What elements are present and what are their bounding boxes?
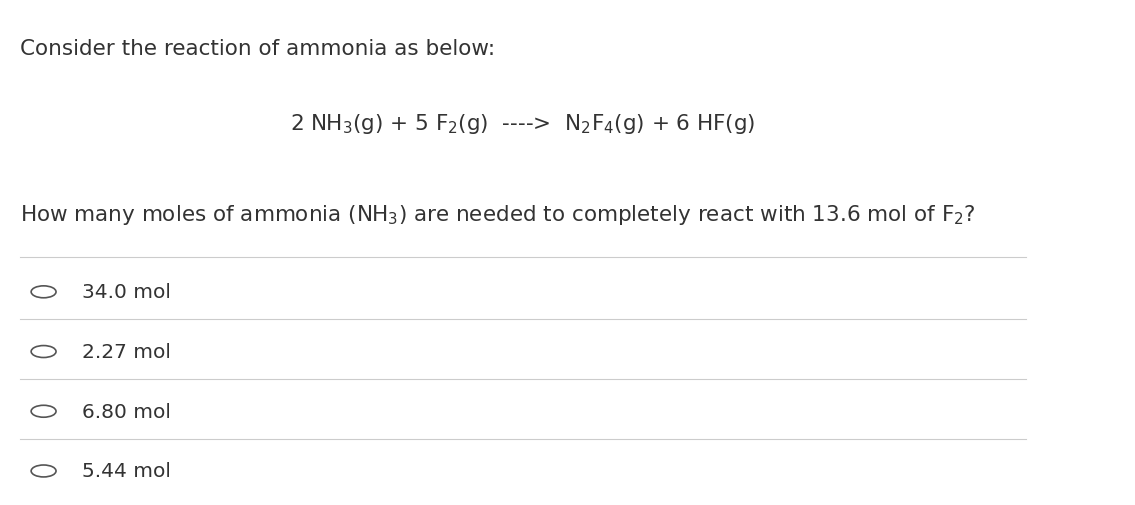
- Text: Consider the reaction of ammonia as below:: Consider the reaction of ammonia as belo…: [19, 39, 495, 59]
- Text: 2.27 mol: 2.27 mol: [82, 342, 171, 361]
- Text: 6.80 mol: 6.80 mol: [82, 402, 171, 421]
- Text: How many moles of ammonia (NH$_3$) are needed to completely react with 13.6 mol : How many moles of ammonia (NH$_3$) are n…: [19, 203, 975, 227]
- Text: 2 NH$_3$(g) + 5 F$_2$(g)  ---->  N$_2$F$_4$(g) + 6 HF(g): 2 NH$_3$(g) + 5 F$_2$(g) ----> N$_2$F$_4…: [291, 112, 756, 135]
- Text: 34.0 mol: 34.0 mol: [82, 283, 171, 301]
- Text: 5.44 mol: 5.44 mol: [82, 462, 171, 481]
